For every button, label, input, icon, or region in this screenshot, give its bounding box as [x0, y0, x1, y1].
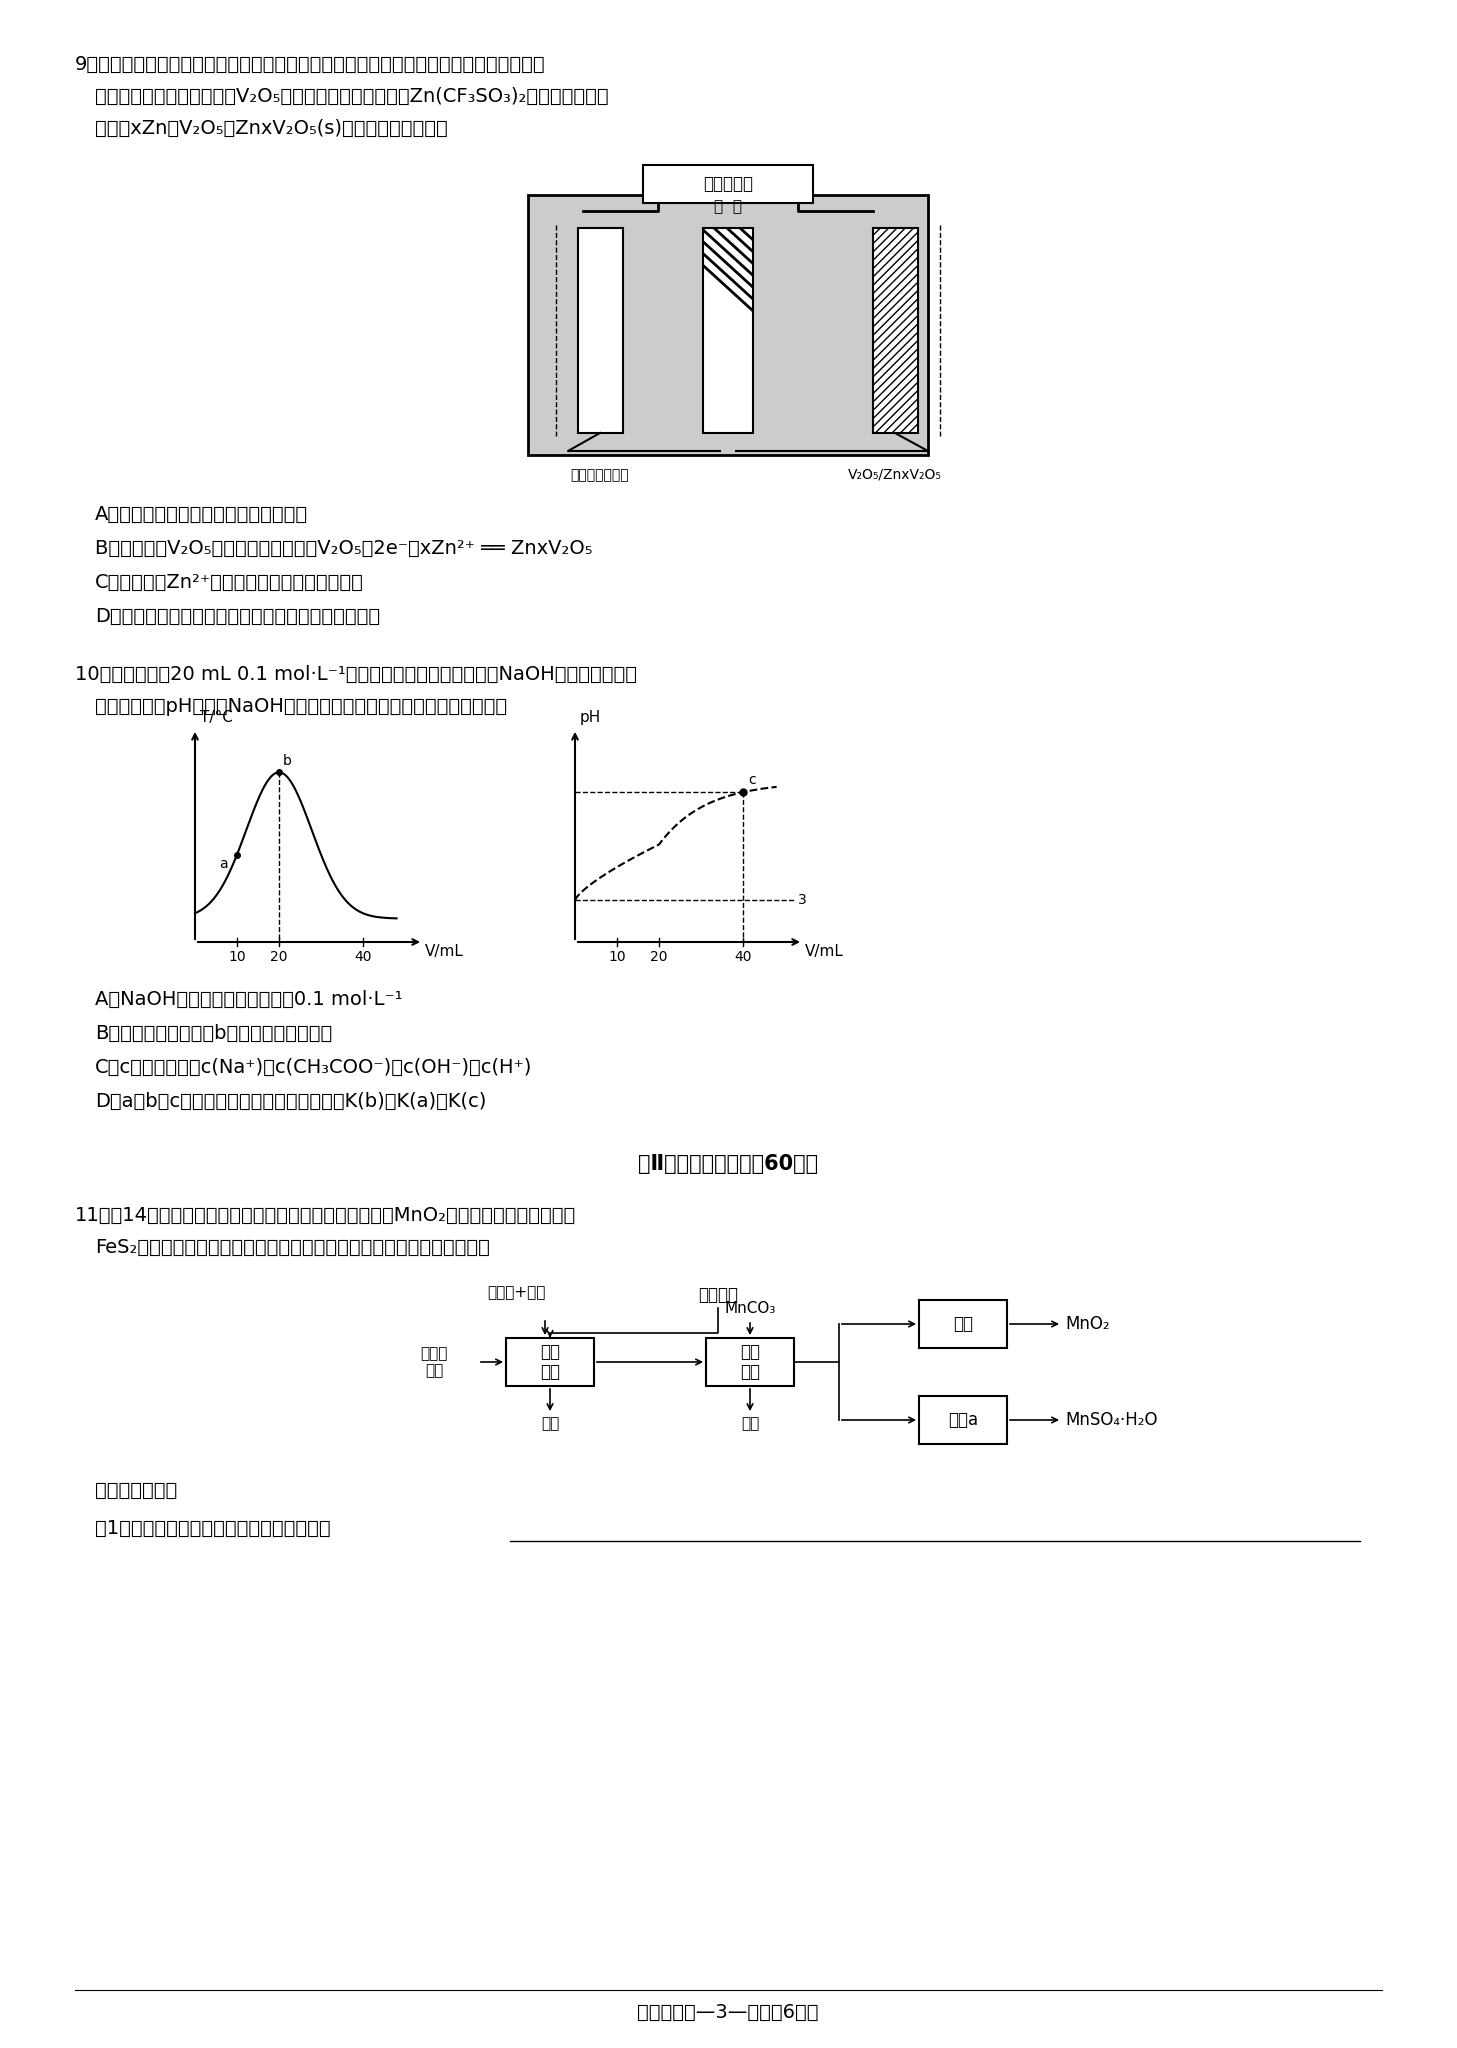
Text: 9．水系锌离子电池是一种新型二次电池，工作原理如下图。该电池以粉末多孔锌电极（锌: 9．水系锌离子电池是一种新型二次电池，工作原理如下图。该电池以粉末多孔锌电极（锌 — [74, 55, 545, 74]
Text: c: c — [747, 774, 756, 786]
Bar — [578, 227, 624, 432]
Text: b: b — [283, 754, 291, 768]
Bar — [643, 166, 813, 203]
Text: C．c点溶液中存在c(Na⁺)＞c(CH₃COO⁻)＞c(OH⁻)＞c(H⁺): C．c点溶液中存在c(Na⁺)＞c(CH₃COO⁻)＞c(OH⁻)＞c(H⁺) — [95, 1059, 532, 1077]
Text: 操作a: 操作a — [949, 1411, 978, 1430]
Text: 反应为xZn＋V₂O₅＝ZnxV₂O₅(s)。下列叙述错误的是: 反应为xZn＋V₂O₅＝ZnxV₂O₅(s)。下列叙述错误的是 — [95, 119, 447, 137]
Text: T/°C: T/°C — [200, 711, 233, 725]
Text: 40: 40 — [734, 950, 752, 965]
Text: 3: 3 — [798, 893, 807, 907]
Text: FeS₂）直接还原浸出工艺联合生产锰的化合物，其工艺流程如下图所示。: FeS₂）直接还原浸出工艺联合生产锰的化合物，其工艺流程如下图所示。 — [95, 1237, 490, 1257]
Text: D．a、b、c三点对应醋酸的电离平衡常数：K(b)＞K(a)＞K(c): D．a、b、c三点对应醋酸的电离平衡常数：K(b)＞K(a)＞K(c) — [95, 1092, 487, 1110]
Text: B．放电时，V₂O₅电极上发生的反应为V₂O₅＋2e⁻＋xZn²⁺ ══ ZnxV₂O₅: B．放电时，V₂O₅电极上发生的反应为V₂O₅＋2e⁻＋xZn²⁺ ══ Znx… — [95, 539, 593, 557]
Text: 10: 10 — [229, 950, 246, 965]
Text: 40: 40 — [354, 950, 372, 965]
Text: A．NaOH溶液的物质的量浓度为0.1 mol·L⁻¹: A．NaOH溶液的物质的量浓度为0.1 mol·L⁻¹ — [95, 989, 402, 1010]
Text: 第Ⅱ卷　（非选择题　60分）: 第Ⅱ卷 （非选择题 60分） — [638, 1153, 817, 1174]
Bar — [919, 1300, 1007, 1348]
Text: pH: pH — [580, 711, 602, 725]
Text: 20: 20 — [270, 950, 287, 965]
Bar — [707, 1337, 794, 1386]
Text: 净化
除杂: 净化 除杂 — [740, 1343, 761, 1382]
Text: 负载或电源: 负载或电源 — [702, 174, 753, 193]
Text: B．整个滴定过程中，b点水的电离程度最大: B．整个滴定过程中，b点水的电离程度最大 — [95, 1024, 332, 1042]
Text: 电解: 电解 — [953, 1315, 973, 1333]
Bar — [527, 195, 928, 455]
Text: MnCO₃: MnCO₃ — [724, 1300, 775, 1317]
Text: 粉、活性炭及粘结剂等）和V₂O₅为电极，三氟甲磺酸锌［Zn(CF₃SO₃)₂］为电解液，总: 粉、活性炭及粘结剂等）和V₂O₅为电极，三氟甲磺酸锌［Zn(CF₃SO₃)₂］为… — [95, 86, 609, 106]
Text: 矿渣: 矿渣 — [541, 1415, 559, 1432]
Text: 氧化锰
矿浆: 氧化锰 矿浆 — [420, 1346, 447, 1378]
Text: 粉末多孔锌电极: 粉末多孔锌电极 — [571, 469, 629, 481]
Text: 11．（14分）工业上常采用低品位氧化锰矿（主要成分是MnO₂）与黄铁矿（主要成分是: 11．（14分）工业上常采用低品位氧化锰矿（主要成分是MnO₂）与黄铁矿（主要成… — [74, 1206, 577, 1225]
Bar — [702, 227, 753, 432]
Text: V/mL: V/mL — [425, 944, 463, 958]
Text: V₂O₅/ZnxV₂O₅: V₂O₅/ZnxV₂O₅ — [848, 469, 941, 481]
Text: 回答下列问题：: 回答下列问题： — [95, 1481, 178, 1499]
Text: A．充电时，多孔锌电极连接电池的负极: A．充电时，多孔锌电极连接电池的负极 — [95, 506, 307, 524]
Text: MnSO₄·H₂O: MnSO₄·H₂O — [1065, 1411, 1157, 1430]
Text: 10: 10 — [608, 950, 627, 965]
Text: V/mL: V/mL — [806, 944, 844, 958]
Bar — [873, 227, 918, 432]
Text: 浸出
化合: 浸出 化合 — [541, 1343, 559, 1382]
Text: 高三化学　—3—　（共6页）: 高三化学 —3— （共6页） — [637, 2003, 819, 2021]
Bar — [919, 1397, 1007, 1444]
Text: 溶液的温度、pH随加入NaOH体积的变化如下图所示，下列说法错误的是: 溶液的温度、pH随加入NaOH体积的变化如下图所示，下列说法错误的是 — [95, 696, 507, 717]
Bar — [506, 1337, 594, 1386]
Text: 电解废液: 电解废液 — [698, 1286, 739, 1305]
Text: MnO₂: MnO₂ — [1065, 1315, 1110, 1333]
Text: （1）工业上将氧化锰矿制成矿浆的目的是：: （1）工业上将氧化锰矿制成矿浆的目的是： — [95, 1520, 331, 1538]
Bar — [702, 227, 753, 432]
Text: a: a — [219, 856, 227, 870]
Text: 阳  膜: 阳 膜 — [714, 199, 742, 213]
Text: 10．常温下，向20 mL 0.1 mol·L⁻¹的醋酸溶液中滴加未知浓度的NaOH溶液，测得混合: 10．常温下，向20 mL 0.1 mol·L⁻¹的醋酸溶液中滴加未知浓度的Na… — [74, 666, 637, 684]
Text: C．充电时，Zn²⁺离子通过阳膜由右池移向左池: C．充电时，Zn²⁺离子通过阳膜由右池移向左池 — [95, 573, 364, 592]
Text: D．理论上，充放电过程中电解质溶液的质量均未改变: D．理论上，充放电过程中电解质溶液的质量均未改变 — [95, 606, 380, 627]
Text: 滤渣: 滤渣 — [740, 1415, 759, 1432]
Text: 20: 20 — [650, 950, 667, 965]
Text: 黄铁矿+硫酸: 黄铁矿+硫酸 — [487, 1284, 545, 1300]
